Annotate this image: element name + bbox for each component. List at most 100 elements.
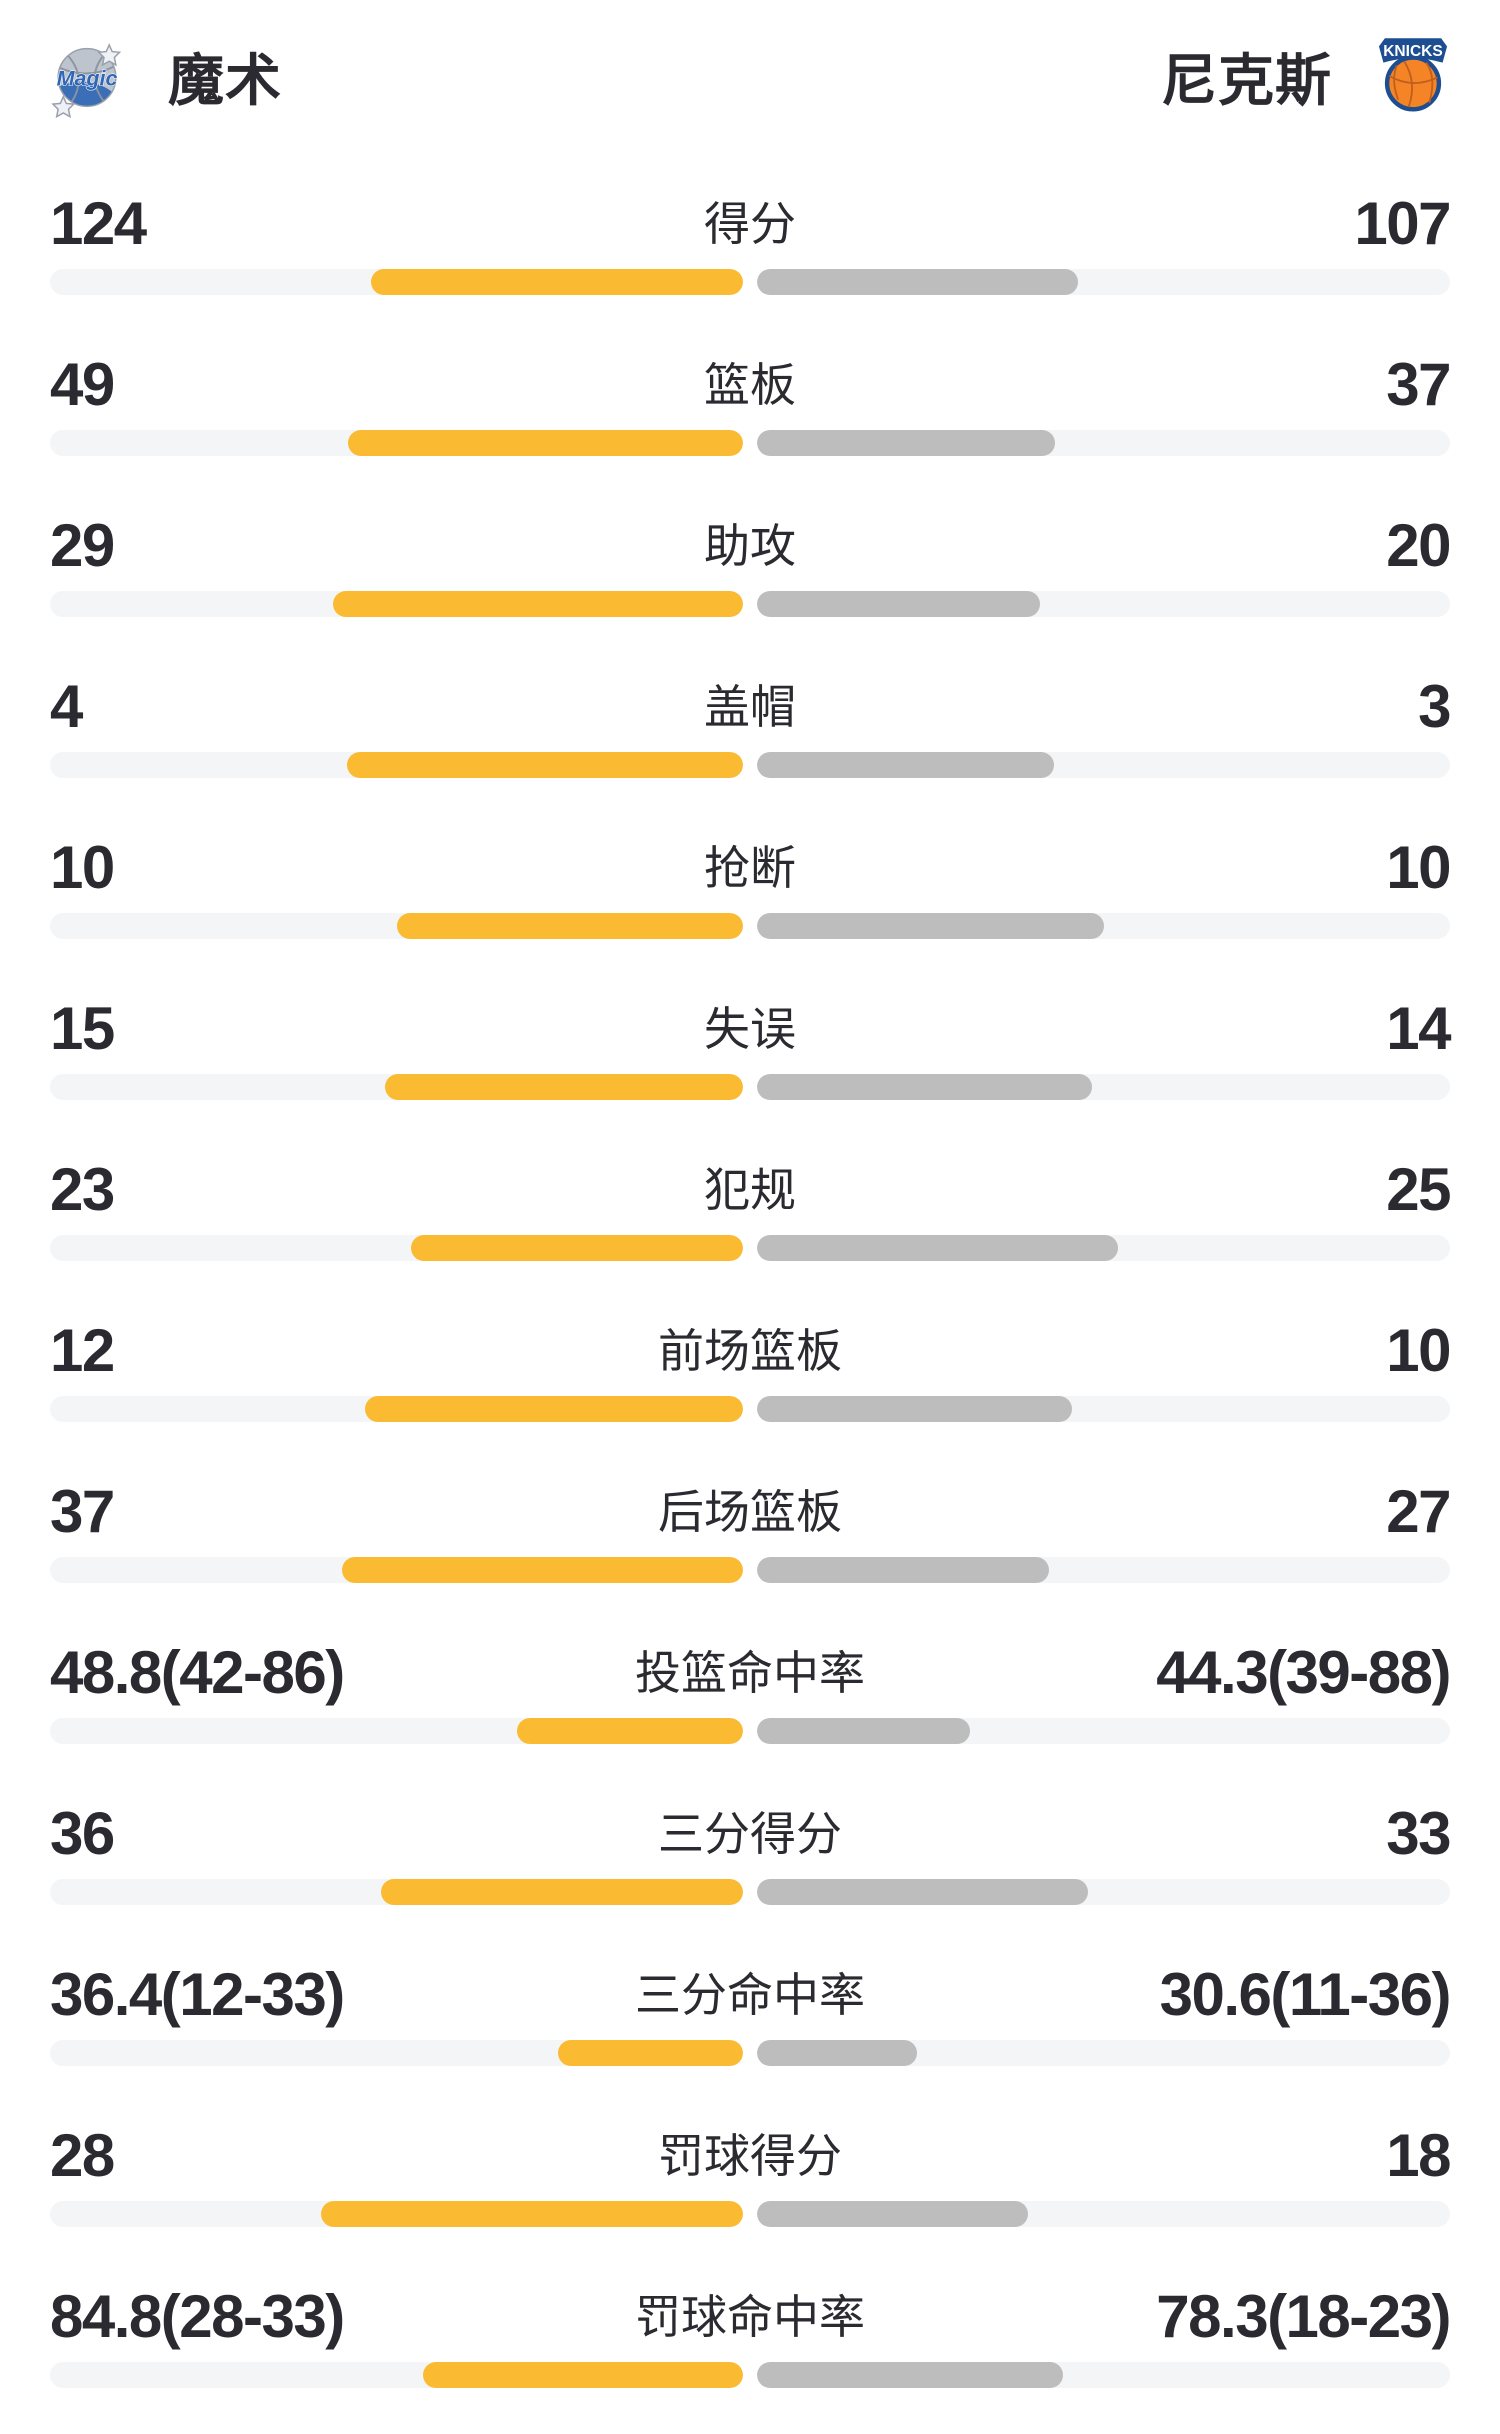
right-team-bar [757, 1235, 1119, 1261]
left-bar-track [50, 752, 743, 778]
bar-track [50, 752, 1450, 778]
bar-track [50, 1396, 1450, 1422]
stat-text-line: 49 篮板 37 [50, 354, 1451, 416]
right-team-stat-value: 14 [1386, 995, 1451, 1062]
right-team-stat-value: 33 [1386, 1800, 1451, 1867]
left-team-stat-value: 12 [50, 1317, 115, 1384]
header: Magic 魔术 尼克斯 KNICKS [0, 34, 1500, 118]
left-team-stat-value: 36.4(12-33) [50, 1961, 345, 2028]
left-bar-track [50, 913, 743, 939]
stat-text-line: 36 三分得分 33 [50, 1800, 1451, 1867]
left-team-stat-value: 84.8(28-33) [50, 2283, 345, 2350]
stat-label: 抢断 [704, 842, 796, 894]
stat-row: 10 抢断 10 [0, 778, 1500, 939]
stat-row: 48.8(42-86) 投篮命中率 44.3(39-88) [0, 1583, 1500, 1744]
left-team-stat-value: 124 [50, 190, 147, 257]
left-team-bar [332, 591, 743, 617]
left-team-stat-value: 10 [50, 834, 115, 901]
knicks-team-logo-icon: KNICKS [1378, 38, 1448, 112]
right-bar-track [757, 1718, 1450, 1744]
stats-list: 124 得分 107 49 篮板 37 29 助攻 20 4 盖帽 3 10 抢断 10 15 失误 14 23 犯规… [0, 134, 1500, 2388]
left-team-bar [396, 913, 743, 939]
stat-label: 失误 [704, 1003, 796, 1055]
left-bar-track [50, 2362, 743, 2388]
right-team-bar [757, 1879, 1089, 1905]
right-bar-track [757, 1074, 1450, 1100]
team-stats-comparison: { "header": { "left_team": { "name": "魔术… [0, 34, 1500, 2434]
left-bar-track [50, 2040, 743, 2066]
left-team-stat-value: 29 [50, 512, 115, 579]
stat-text-line: 124 得分 107 [50, 190, 1451, 257]
right-team-bar [757, 269, 1078, 295]
left-team-stat-value: 48.8(42-86) [50, 1639, 345, 1706]
stat-text-line: 28 罚球得分 18 [50, 2125, 1451, 2187]
left-team-header: Magic 魔术 [50, 34, 282, 118]
stat-row: 15 失误 14 [0, 939, 1500, 1100]
left-bar-track [50, 430, 743, 456]
left-team-bar [348, 430, 743, 456]
right-bar-track [757, 269, 1450, 295]
left-team-name: 魔术 [168, 48, 282, 112]
right-team-stat-value: 27 [1386, 1478, 1451, 1545]
right-team-stat-value: 10 [1386, 834, 1451, 901]
bar-track [50, 1879, 1450, 1905]
left-team-stat-value: 4 [50, 673, 83, 740]
right-bar-track [757, 752, 1450, 778]
stat-label: 罚球命中率 [635, 2291, 865, 2343]
left-team-stat-value: 15 [50, 995, 115, 1062]
bar-track [50, 1074, 1450, 1100]
left-bar-track [50, 1396, 743, 1422]
bar-track [50, 430, 1450, 456]
stat-row: 28 罚球得分 18 [0, 2066, 1500, 2227]
right-bar-track [757, 1557, 1450, 1583]
right-bar-track [757, 591, 1450, 617]
right-bar-track [757, 1235, 1450, 1261]
right-team-bar [757, 752, 1055, 778]
bar-track [50, 269, 1450, 295]
stat-label: 三分命中率 [635, 1969, 865, 2021]
left-team-bar [347, 752, 743, 778]
left-team-bar [381, 1879, 743, 1905]
stat-row: 4 盖帽 3 [0, 617, 1500, 778]
stat-label: 盖帽 [704, 681, 796, 733]
right-team-stat-value: 10 [1386, 1317, 1451, 1384]
stat-label: 投篮命中率 [635, 1647, 865, 1699]
right-team-bar [757, 430, 1055, 456]
right-bar-track [757, 913, 1450, 939]
right-team-stat-value: 20 [1386, 512, 1451, 579]
bar-track [50, 2040, 1450, 2066]
left-bar-track [50, 2201, 743, 2227]
left-team-bar [320, 2201, 743, 2227]
right-team-stat-value: 78.3(18-23) [1156, 2283, 1451, 2350]
left-bar-track [50, 1074, 743, 1100]
right-team-bar [757, 2362, 1064, 2388]
stat-text-line: 37 后场篮板 27 [50, 1478, 1451, 1545]
stat-label: 三分得分 [658, 1808, 842, 1860]
stat-text-line: 84.8(28-33) 罚球命中率 78.3(18-23) [50, 2283, 1451, 2350]
right-bar-track [757, 1879, 1450, 1905]
bar-track [50, 1718, 1450, 1744]
left-bar-track [50, 1879, 743, 1905]
right-team-bar [757, 2201, 1028, 2227]
stat-row: 23 犯规 25 [0, 1100, 1500, 1261]
bar-track [50, 2362, 1450, 2388]
right-team-stat-value: 44.3(39-88) [1156, 1639, 1451, 1706]
left-team-stat-value: 36 [50, 1800, 115, 1867]
stat-row: 37 后场篮板 27 [0, 1422, 1500, 1583]
left-team-bar [365, 1396, 743, 1422]
left-team-bar [517, 1718, 743, 1744]
left-team-stat-value: 37 [50, 1478, 115, 1545]
stat-label: 后场篮板 [658, 1486, 842, 1538]
bar-track [50, 1557, 1450, 1583]
stat-row: 49 篮板 37 [0, 295, 1500, 456]
stat-text-line: 36.4(12-33) 三分命中率 30.6(11-36) [50, 1961, 1452, 2028]
stat-text-line: 10 抢断 10 [50, 834, 1451, 901]
stat-label: 罚球得分 [658, 2130, 842, 2182]
bar-track [50, 913, 1450, 939]
left-bar-track [50, 591, 743, 617]
right-team-bar [757, 1718, 970, 1744]
left-team-bar [384, 1074, 743, 1100]
right-team-stat-value: 3 [1418, 673, 1451, 740]
stat-row: 12 前场篮板 10 [0, 1261, 1500, 1422]
left-team-bar [557, 2040, 743, 2066]
